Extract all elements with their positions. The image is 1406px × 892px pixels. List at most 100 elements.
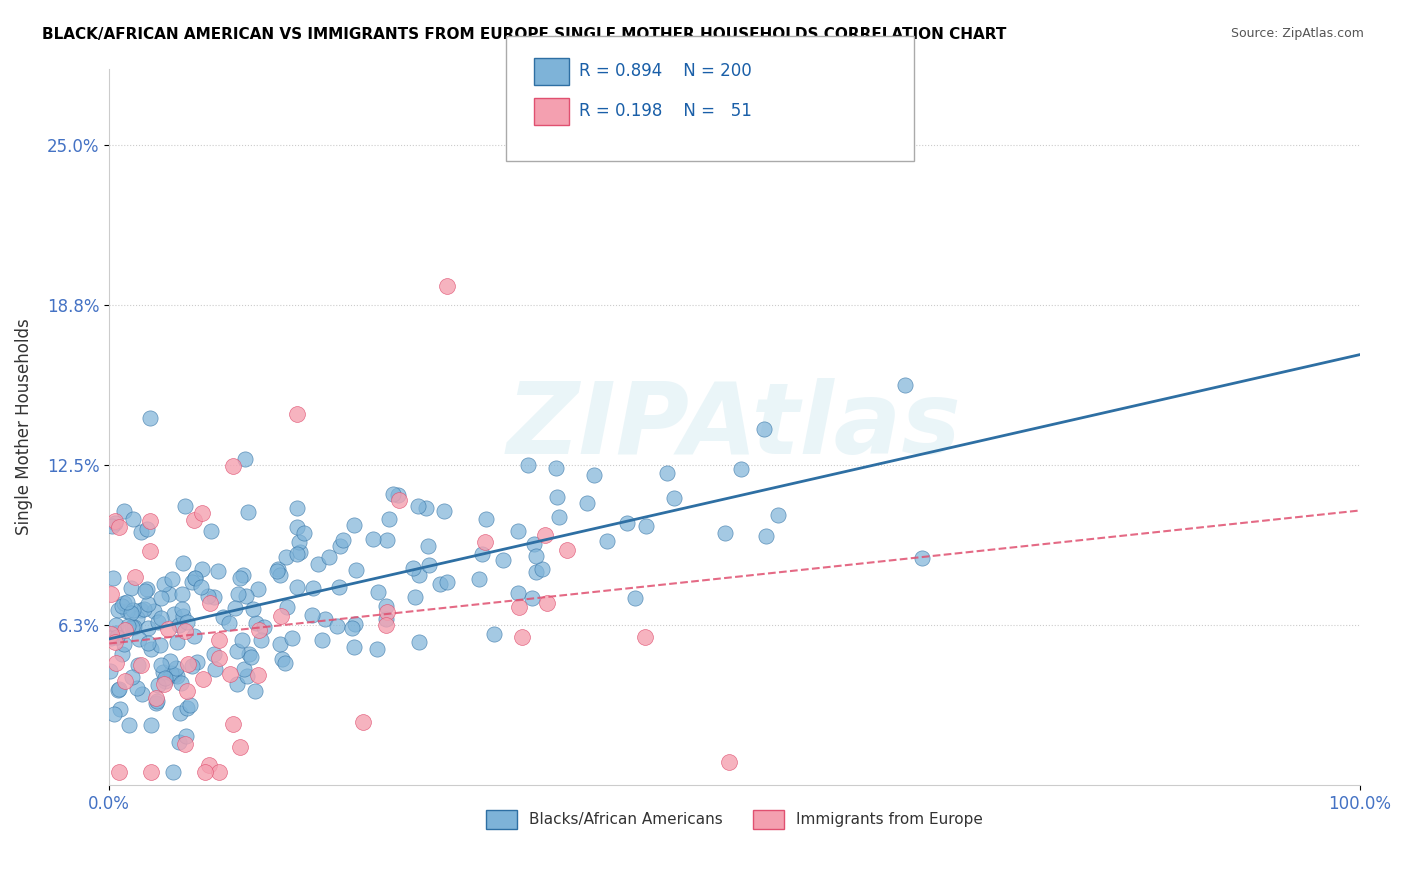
- Point: [285, 547, 308, 561]
- Point: [229, 571, 252, 585]
- Point: [911, 551, 934, 566]
- Point: [218, 615, 240, 630]
- Point: [145, 696, 167, 710]
- Text: R = 0.198    N =   51: R = 0.198 N = 51: [579, 103, 752, 120]
- Point: [302, 581, 325, 595]
- Point: [172, 556, 194, 570]
- Point: [229, 740, 252, 755]
- Point: [160, 572, 183, 586]
- Point: [101, 571, 124, 585]
- Point: [117, 718, 139, 732]
- Point: [222, 716, 245, 731]
- Point: [139, 642, 162, 657]
- Point: [163, 607, 186, 621]
- Point: [329, 539, 352, 553]
- Point: [374, 612, 396, 626]
- Point: [285, 407, 308, 421]
- Point: [242, 602, 264, 616]
- Point: [134, 584, 156, 599]
- Point: [181, 658, 204, 673]
- Point: [375, 533, 398, 548]
- Point: [104, 626, 127, 640]
- Point: [100, 631, 122, 645]
- Point: [122, 619, 145, 633]
- Point: [112, 503, 135, 517]
- Point: [167, 735, 190, 749]
- Point: [624, 591, 647, 605]
- Point: [246, 582, 269, 597]
- Point: [343, 616, 366, 631]
- Point: [471, 547, 494, 561]
- Point: [713, 525, 735, 540]
- Point: [136, 621, 159, 635]
- Point: [104, 514, 127, 528]
- Point: [266, 562, 288, 576]
- Point: [208, 633, 231, 648]
- Point: [226, 587, 249, 601]
- Point: [174, 737, 197, 751]
- Point: [125, 681, 148, 696]
- Point: [111, 647, 134, 661]
- Point: [208, 765, 231, 780]
- Point: [311, 633, 333, 648]
- Point: [110, 599, 132, 613]
- Point: [226, 644, 249, 658]
- Point: [100, 587, 122, 601]
- Point: [429, 577, 451, 591]
- Point: [367, 585, 389, 599]
- Point: [101, 518, 124, 533]
- Point: [117, 619, 139, 633]
- Point: [235, 589, 257, 603]
- Point: [170, 602, 193, 616]
- Point: [270, 651, 292, 665]
- Point: [342, 518, 364, 533]
- Point: [200, 524, 222, 539]
- Point: [120, 606, 142, 620]
- Point: [98, 664, 121, 678]
- Point: [247, 668, 270, 682]
- Point: [197, 589, 219, 603]
- Point: [616, 516, 638, 531]
- Point: [219, 666, 242, 681]
- Point: [404, 591, 426, 605]
- Point: [474, 535, 496, 549]
- Point: [105, 630, 128, 644]
- Point: [524, 549, 547, 563]
- Point: [194, 765, 217, 780]
- Point: [150, 611, 173, 625]
- Point: [301, 607, 323, 622]
- Y-axis label: Single Mother Households: Single Mother Households: [15, 318, 32, 535]
- Point: [730, 462, 752, 476]
- Point: [110, 702, 132, 716]
- Point: [207, 564, 229, 578]
- Point: [253, 620, 276, 634]
- Point: [149, 638, 172, 652]
- Point: [114, 623, 136, 637]
- Point: [533, 528, 555, 542]
- Point: [139, 544, 162, 558]
- Point: [186, 655, 208, 669]
- Point: [314, 611, 336, 625]
- Point: [523, 537, 546, 551]
- Point: [243, 684, 266, 698]
- Point: [172, 587, 194, 601]
- Point: [120, 581, 142, 595]
- Point: [143, 603, 166, 617]
- Point: [103, 707, 125, 722]
- Point: [112, 637, 135, 651]
- Point: [169, 706, 191, 721]
- Point: [269, 568, 291, 582]
- Point: [212, 609, 235, 624]
- Point: [231, 633, 253, 648]
- Point: [239, 650, 262, 665]
- Point: [894, 378, 917, 392]
- Point: [128, 632, 150, 646]
- Point: [536, 596, 558, 610]
- Point: [270, 609, 292, 624]
- Point: [340, 621, 363, 635]
- Point: [139, 514, 162, 528]
- Point: [122, 511, 145, 525]
- Point: [332, 533, 354, 548]
- Point: [288, 544, 311, 558]
- Point: [104, 516, 127, 531]
